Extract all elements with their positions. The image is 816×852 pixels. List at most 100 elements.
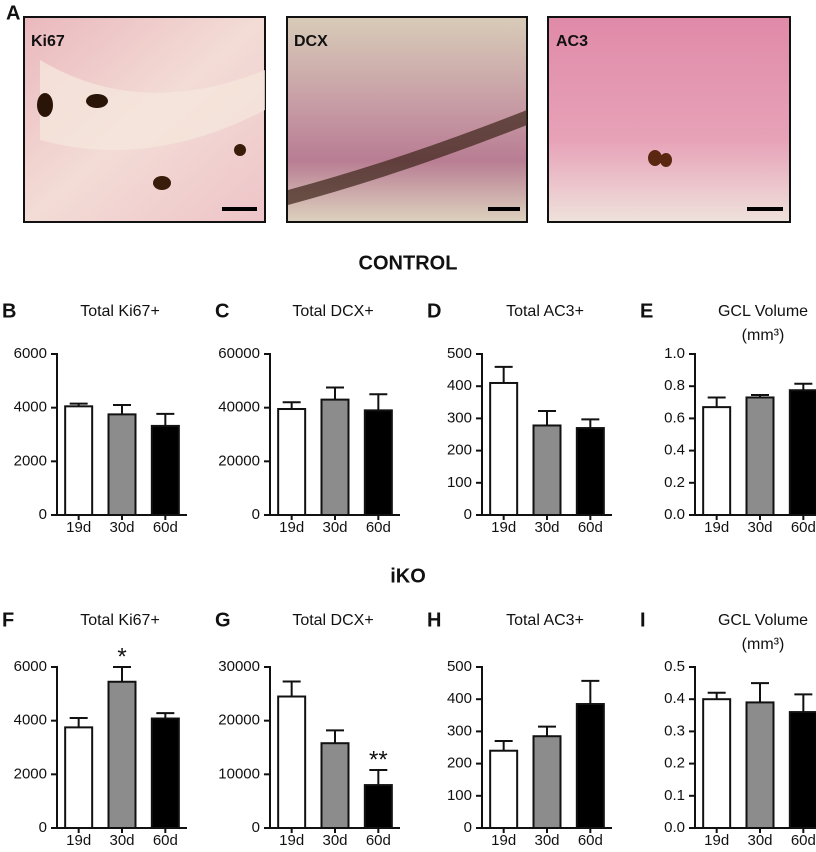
panel-label: I [640,609,646,631]
panel-label: D [427,300,441,322]
bar [64,726,94,829]
x-tick-label: 19d [704,832,729,849]
bar [745,396,775,516]
y-tick-label: 0.0 [664,819,685,836]
bar [745,701,775,829]
section-title: iKO [390,565,426,587]
y-tick-label: 6000 [14,345,47,362]
y-tick-label: 0 [252,506,260,523]
panel-label: B [2,300,16,322]
chart-title: Total Ki67+ [80,303,160,320]
bar [363,784,393,829]
x-tick-label: 19d [66,519,91,536]
y-tick-label: 200 [447,442,472,459]
y-tick-label: 60000 [218,345,260,362]
x-tick-label: 60d [153,519,178,536]
x-tick-label: 30d [747,519,772,536]
y-tick-label: 0.8 [664,377,685,394]
bar [489,749,519,829]
y-tick-label: 0.0 [664,506,685,523]
bar [150,424,180,516]
x-tick-label: 30d [322,519,347,536]
x-tick-label: 60d [791,832,816,849]
y-tick-label: 0 [464,819,472,836]
bar [107,680,137,830]
bar [702,698,732,830]
panel-label: E [640,300,653,322]
x-tick-label: 60d [578,519,603,536]
y-tick-label: 0.2 [664,474,685,491]
y-tick-label: 0.4 [664,442,685,459]
x-tick-label: 19d [491,832,516,849]
bar [788,711,816,830]
x-tick-label: 30d [747,832,772,849]
y-tick-label: 0 [39,506,47,523]
y-tick-label: 500 [447,345,472,362]
y-tick-label: 30000 [218,658,260,675]
y-tick-label: 400 [447,690,472,707]
bar [320,742,350,829]
y-tick-label: 40000 [218,399,260,416]
bar [64,405,94,517]
y-tick-label: 1.0 [664,345,685,362]
micrograph: DCX [286,16,528,223]
y-tick-label: 0.2 [664,755,685,772]
micrograph: AC3 [547,16,791,223]
x-tick-label: 19d [279,832,304,849]
figure-label: A [6,2,20,24]
chart-title: Total DCX+ [292,303,373,320]
x-tick-label: 30d [109,519,134,536]
chart-title: Total DCX+ [292,612,373,629]
annotation: ** [369,746,388,773]
bar [277,408,307,516]
chart-title: (mm³) [742,327,785,344]
y-tick-label: 0 [464,506,472,523]
x-tick-label: 60d [153,832,178,849]
panel-label: F [2,609,14,631]
panel-label: C [215,300,229,322]
y-tick-label: 0 [39,819,47,836]
bar [575,703,605,830]
bar [575,427,605,516]
y-tick-label: 4000 [14,399,47,416]
panel-label: G [215,609,231,631]
y-tick-label: 0.3 [664,722,685,739]
x-tick-label: 30d [534,832,559,849]
x-tick-label: 19d [704,519,729,536]
x-tick-label: 60d [366,832,391,849]
y-tick-label: 0.4 [664,690,685,707]
x-tick-label: 19d [491,519,516,536]
x-tick-label: 60d [366,519,391,536]
chart-title: GCL Volume [718,612,808,629]
y-tick-label: 0.6 [664,409,685,426]
x-tick-label: 19d [66,832,91,849]
bar [532,735,562,829]
section-title: CONTROL [359,252,458,274]
y-tick-label: 100 [447,787,472,804]
bar [107,413,137,516]
panel-label: H [427,609,441,631]
y-tick-label: 20000 [218,452,260,469]
chart-title: Total AC3+ [506,612,584,629]
image-label: Ki67 [31,33,65,50]
y-tick-label: 20000 [218,712,260,729]
chart-title: (mm³) [742,636,785,653]
x-tick-label: 30d [109,832,134,849]
bar [320,398,350,516]
y-tick-label: 300 [447,722,472,739]
chart-title: GCL Volume [718,303,808,320]
bar [532,424,562,517]
bar [788,389,816,517]
x-tick-label: 30d [322,832,347,849]
micrograph: Ki67 [23,16,266,223]
y-tick-label: 500 [447,658,472,675]
bar [489,381,519,517]
chart-title: Total Ki67+ [80,612,160,629]
image-label: DCX [294,33,328,50]
y-tick-label: 10000 [218,765,260,782]
bar [150,717,180,830]
y-tick-label: 200 [447,755,472,772]
y-tick-label: 300 [447,409,472,426]
y-tick-label: 400 [447,377,472,394]
